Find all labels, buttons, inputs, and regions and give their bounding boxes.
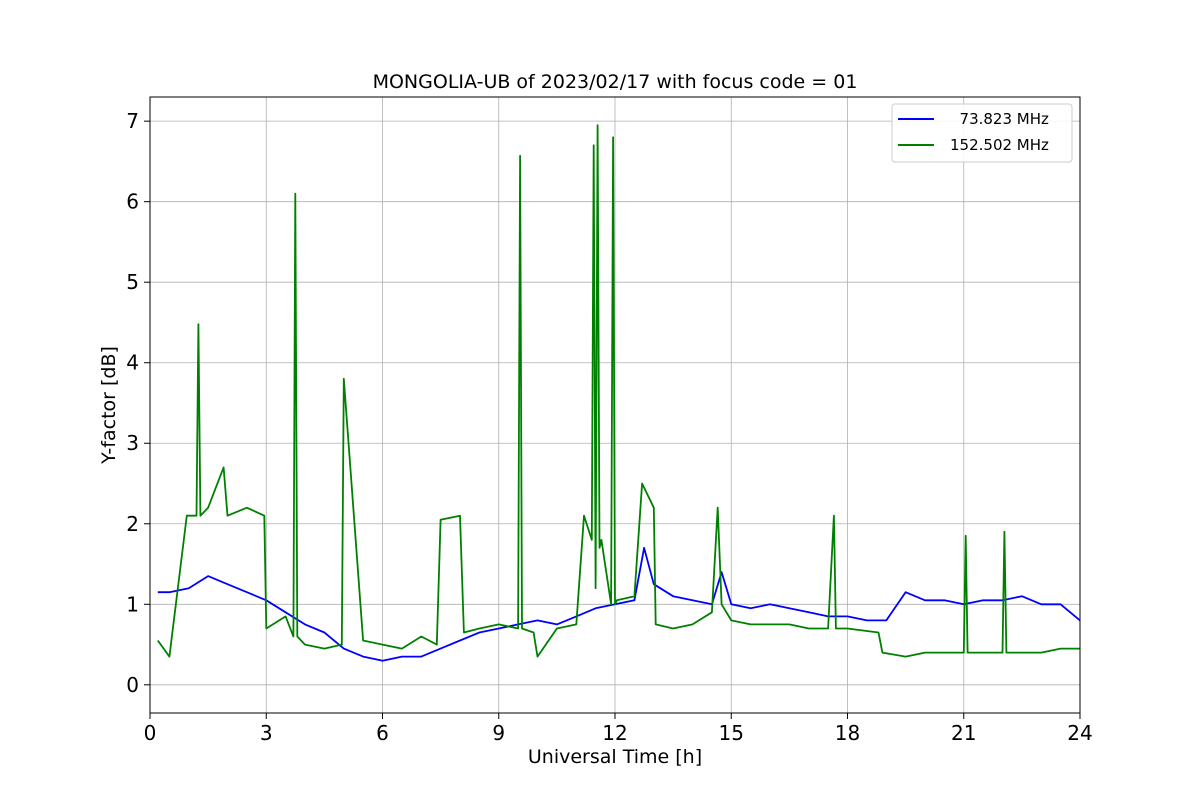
series-line-1 [157, 547, 1081, 662]
legend-label-series-1: 73.823 MHz [950, 110, 1049, 128]
x-tick-label: 18 [835, 721, 860, 745]
legend-label-series-2: 152.502 MHz [950, 136, 1049, 154]
x-tick-label: 24 [1067, 721, 1092, 745]
y-tick-label: 5 [126, 270, 139, 294]
legend: 73.823 MHz 152.502 MHz [891, 103, 1073, 163]
x-axis-label: Universal Time [h] [528, 746, 702, 768]
y-tick-label: 2 [126, 512, 139, 536]
y-tick-label: 7 [126, 109, 139, 133]
x-tick-label: 12 [602, 721, 627, 745]
series-layer [157, 124, 1081, 662]
x-tick-label: 21 [951, 721, 976, 745]
x-tick-label: 3 [260, 721, 273, 745]
y-tick-label: 3 [126, 431, 139, 455]
chart-title: MONGOLIA-UB of 2023/02/17 with focus cod… [373, 71, 858, 93]
x-tick-label: 15 [719, 721, 744, 745]
x-tick-label: 0 [144, 721, 157, 745]
series-line-2 [157, 124, 1080, 658]
legend-box [891, 103, 1073, 163]
y-axis-label: Y-factor [dB] [98, 346, 120, 465]
x-tick-label: 6 [376, 721, 389, 745]
y-tick-label: 0 [126, 673, 139, 697]
y-tick-label: 1 [126, 592, 139, 616]
x-tick-label: 9 [492, 721, 505, 745]
y-tick-label: 4 [126, 351, 139, 375]
y-tick-label: 6 [126, 190, 139, 214]
